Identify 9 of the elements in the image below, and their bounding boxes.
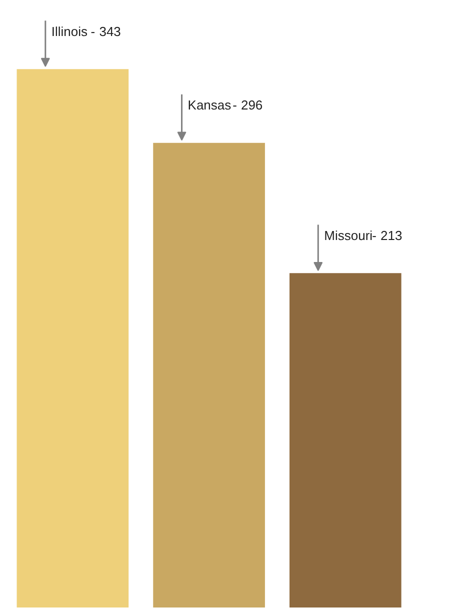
annotation: - [232,98,237,113]
data-label: 213 [380,228,402,243]
data-label: 296 [240,98,263,113]
x-tick-label: Missouri [324,228,373,243]
data-label: 343 [99,24,121,39]
text: - [90,24,96,39]
x-tick-label: Illinois [51,24,88,39]
x-tick-label: Kansas [188,98,232,113]
annotation: - [372,228,376,243]
